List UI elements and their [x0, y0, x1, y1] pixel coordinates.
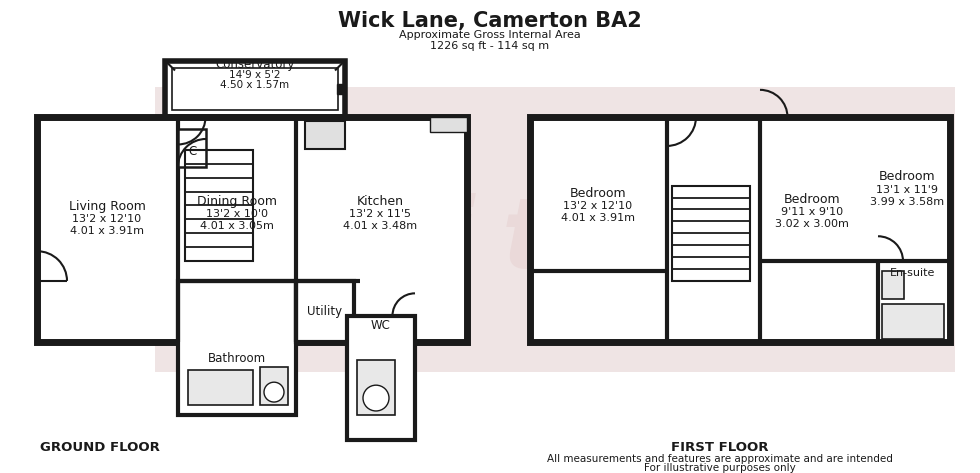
Text: Wick Lane, Camerton BA2: Wick Lane, Camerton BA2: [338, 11, 642, 31]
Bar: [337, 84, 345, 94]
Text: Bathroom: Bathroom: [208, 352, 266, 365]
Text: Bedroom: Bedroom: [879, 170, 935, 183]
Circle shape: [363, 385, 389, 411]
Bar: [165, 61, 345, 117]
Bar: [185, 150, 253, 261]
Text: Conservatory: Conservatory: [216, 58, 295, 71]
Text: 4.01 x 3.48m: 4.01 x 3.48m: [343, 221, 417, 231]
Text: 14'9 x 5'2: 14'9 x 5'2: [229, 70, 280, 80]
Bar: [155, 88, 955, 372]
Text: 13'2 x 11'5: 13'2 x 11'5: [349, 210, 411, 219]
Bar: [347, 315, 415, 440]
Text: 13'2 x 10'0: 13'2 x 10'0: [206, 210, 268, 219]
Text: 13'2 x 12'10: 13'2 x 12'10: [73, 214, 141, 224]
Bar: [180, 281, 296, 415]
Bar: [672, 185, 750, 281]
Text: 4.01 x 3.91m: 4.01 x 3.91m: [561, 213, 635, 223]
Text: 4.01 x 3.91m: 4.01 x 3.91m: [70, 226, 144, 236]
Text: 4.01 x 3.05m: 4.01 x 3.05m: [200, 221, 274, 231]
Text: 1226 sq ft - 114 sq m: 1226 sq ft - 114 sq m: [430, 41, 550, 51]
Text: 3.99 x 3.58m: 3.99 x 3.58m: [870, 196, 944, 207]
Text: Utility: Utility: [308, 305, 343, 318]
Text: 9'11 x 9'10: 9'11 x 9'10: [781, 208, 843, 218]
Bar: [357, 360, 395, 415]
Bar: [305, 121, 345, 149]
Text: Kitchen: Kitchen: [357, 195, 404, 208]
Bar: [296, 281, 354, 342]
Text: All measurements and features are approximate and are intended: All measurements and features are approx…: [547, 454, 893, 464]
Bar: [172, 68, 338, 110]
Text: En-suite: En-suite: [890, 268, 936, 278]
Text: 3.02 x 3.00m: 3.02 x 3.00m: [775, 219, 849, 229]
Text: GROUND FLOOR: GROUND FLOOR: [40, 441, 160, 454]
Text: Living Room: Living Room: [69, 200, 145, 213]
Text: WC: WC: [371, 319, 391, 332]
Text: Bedroom: Bedroom: [569, 187, 626, 200]
Text: C: C: [188, 145, 196, 158]
Text: For illustrative purposes only: For illustrative purposes only: [644, 463, 796, 473]
Text: FIRST FLOOR: FIRST FLOOR: [671, 441, 768, 454]
Text: Dining Room: Dining Room: [197, 195, 277, 208]
Text: Bedroom: Bedroom: [784, 193, 840, 206]
Text: 13'2 x 12'10: 13'2 x 12'10: [564, 201, 632, 211]
Bar: [260, 368, 288, 405]
Circle shape: [264, 382, 284, 402]
Bar: [882, 271, 904, 299]
Bar: [188, 370, 253, 405]
Text: tchens: tchens: [502, 193, 878, 290]
Bar: [349, 315, 415, 440]
Text: 4.50 x 1.57m: 4.50 x 1.57m: [220, 80, 289, 90]
Bar: [882, 304, 944, 339]
Bar: [532, 119, 948, 341]
Bar: [37, 117, 467, 342]
Bar: [39, 119, 465, 341]
Text: Ki: Ki: [365, 193, 476, 290]
Bar: [178, 129, 206, 167]
Text: 13'1 x 11'9: 13'1 x 11'9: [876, 184, 938, 194]
Bar: [430, 117, 467, 132]
Bar: [178, 281, 296, 415]
Bar: [530, 117, 950, 342]
Text: Approximate Gross Internal Area: Approximate Gross Internal Area: [399, 30, 581, 40]
